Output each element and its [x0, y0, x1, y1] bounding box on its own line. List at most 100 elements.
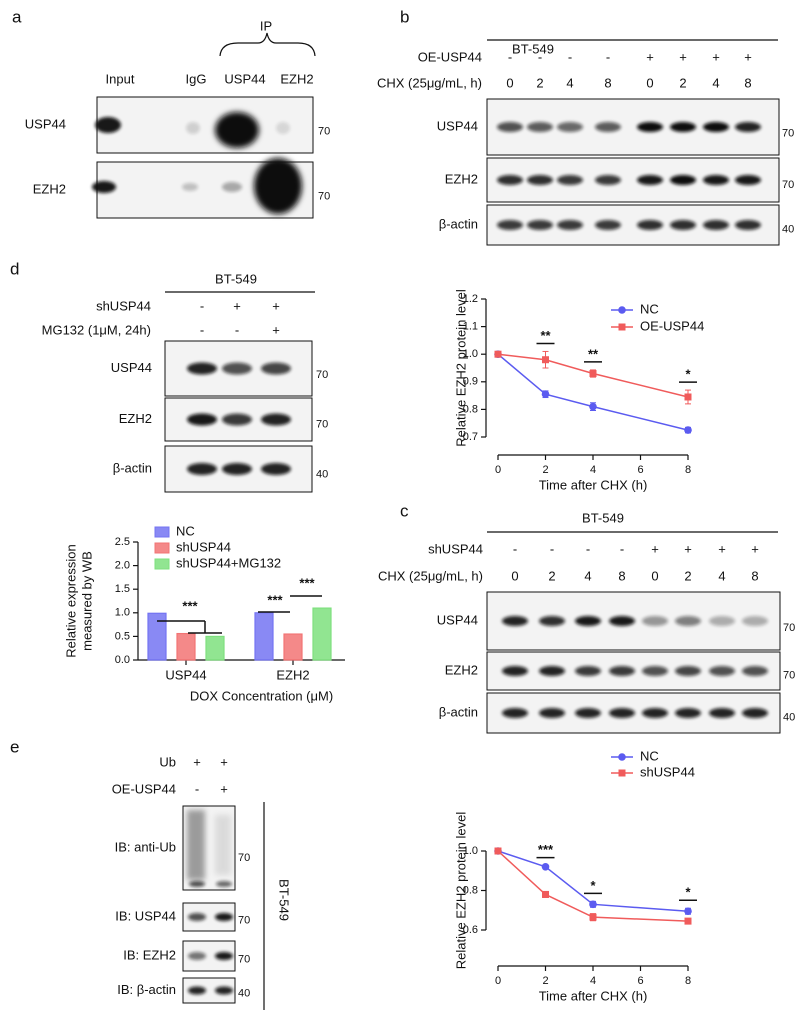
significance-label: * [590, 878, 596, 893]
mw-marker: 70 [782, 128, 794, 140]
blot-membrane [486, 98, 780, 156]
condition-value: - [620, 541, 624, 556]
blot-band [261, 413, 291, 426]
legend-swatch [154, 542, 170, 554]
condition-value: + [718, 541, 726, 556]
y-tick-label: 1.5 [115, 583, 130, 595]
blot-band [742, 666, 768, 676]
x-axis-label: Time after CHX (h) [539, 988, 648, 1003]
series-line [497, 353, 689, 398]
marker [494, 847, 502, 855]
blot-band [675, 616, 701, 626]
y-axis-label: Relative EZH2 protein level [453, 289, 468, 447]
legend-marker [618, 753, 626, 761]
condition-value: 8 [751, 568, 758, 583]
row-label: IB: anti-Ub [115, 839, 176, 854]
condition-value: + [233, 298, 241, 313]
y-tick-label: 1.0 [463, 845, 478, 857]
ub-smear [187, 810, 205, 880]
bar [254, 612, 274, 661]
legend-swatch [154, 526, 170, 538]
blot-band [527, 175, 553, 185]
y-tick-label: 0.8 [463, 403, 478, 415]
blot-band [703, 122, 729, 132]
condition-value: - [235, 322, 239, 337]
mw-marker: 40 [316, 468, 328, 480]
blot-band [557, 220, 583, 230]
marker [589, 370, 597, 378]
x-tick-label: 4 [590, 975, 596, 987]
legend-label: OE-USP44 [640, 318, 704, 333]
significance-label: ** [540, 328, 551, 343]
condition-value: + [751, 541, 759, 556]
condition-value: 2 [536, 75, 543, 90]
condition-value: + [679, 49, 687, 64]
y-tick-label: 0.7 [463, 431, 478, 443]
marker [589, 402, 597, 411]
condition-value: - [200, 298, 204, 313]
x-tick-label: 0 [495, 975, 501, 987]
cell-line: BT-549 [277, 879, 292, 921]
x-axis-label: Time after CHX (h) [539, 477, 648, 492]
blot-band [575, 616, 601, 626]
condition-name: shUSP44 [428, 541, 483, 556]
condition-value: 8 [618, 568, 625, 583]
condition-value: - [586, 541, 590, 556]
blot-band [215, 112, 259, 148]
row-label: β-actin [439, 704, 478, 719]
condition-value: + [220, 781, 228, 796]
condition-value: + [712, 49, 720, 64]
blot-band [215, 986, 233, 995]
condition-value: 8 [604, 75, 611, 90]
mw-marker: 70 [238, 954, 250, 966]
blot-band [187, 413, 217, 426]
blot-band [95, 117, 121, 133]
row-label: USP44 [25, 116, 66, 131]
bar [312, 607, 332, 661]
cell-line: BT-549 [215, 271, 257, 286]
x-axis-label: DOX Concentration (μM) [190, 688, 333, 703]
bar [205, 635, 225, 661]
y-tick-label: 0.8 [463, 884, 478, 896]
blot-band [742, 616, 768, 626]
blot-band [215, 952, 233, 960]
legend-label: shUSP44+MG132 [176, 555, 281, 570]
marker [684, 393, 692, 401]
significance-label: * [685, 367, 691, 382]
significance-label: *** [538, 842, 554, 857]
condition-value: + [744, 49, 752, 64]
x-tick-label: 4 [590, 464, 596, 476]
condition-value: - [568, 49, 572, 64]
blot-band [575, 708, 601, 718]
bar [283, 633, 303, 661]
ip-bracket [219, 32, 316, 57]
y-tick-label: 0.5 [115, 630, 130, 642]
blot-band [216, 881, 232, 887]
marker [684, 426, 692, 434]
blot-band [642, 666, 668, 676]
mw-marker: 70 [316, 419, 328, 431]
blot-band [254, 158, 302, 214]
x-tick-label: 6 [637, 975, 643, 987]
condition-value: + [646, 49, 654, 64]
blot-band [595, 220, 621, 230]
marker [542, 356, 549, 364]
blot-band [187, 463, 217, 475]
blot-band [261, 362, 291, 375]
blot-band [261, 463, 291, 475]
mw-marker: 40 [783, 712, 795, 724]
blot-band [188, 986, 206, 995]
blot-band [703, 220, 729, 230]
blot-band [642, 708, 668, 718]
marker [541, 390, 550, 399]
legend-marker [618, 769, 626, 777]
blot-band [92, 181, 116, 193]
mw-marker: 70 [316, 369, 328, 381]
series-line [497, 850, 689, 912]
blot-band [215, 913, 233, 921]
marker [684, 917, 692, 925]
panel-label: e [10, 737, 19, 756]
mw-marker: 40 [238, 987, 250, 999]
